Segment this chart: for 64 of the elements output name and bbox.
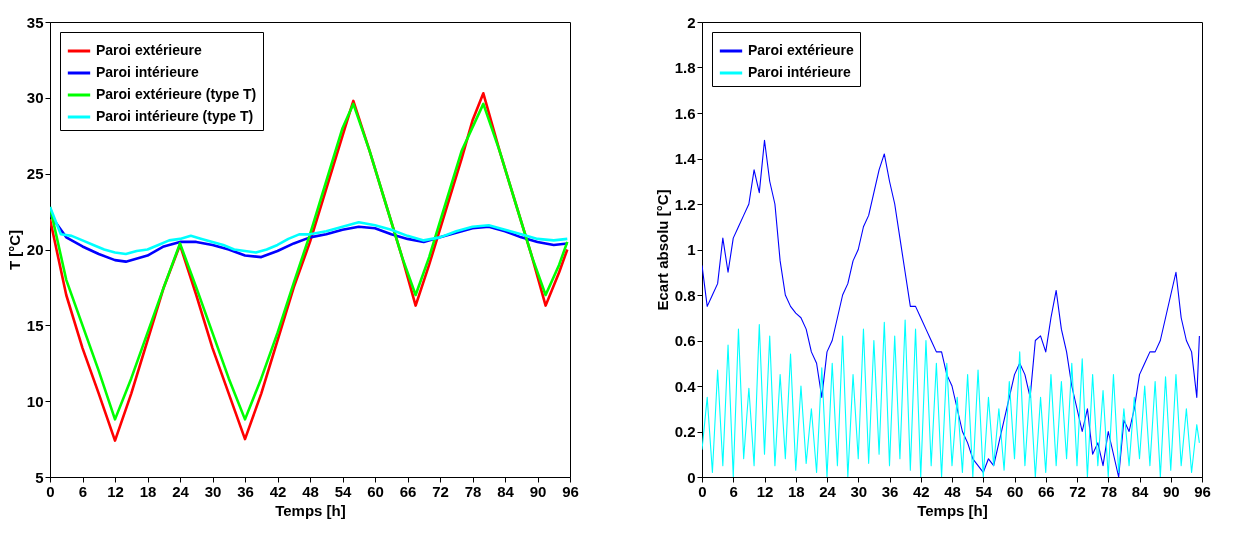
- legend-label: Paroi intérieure (type T): [96, 108, 254, 124]
- legend-label: Paroi extérieure: [96, 42, 203, 58]
- y-tick-label: 30: [26, 89, 44, 107]
- y-tick-label: 5: [35, 468, 44, 486]
- legend-label: Paroi extérieure (type T): [96, 86, 257, 102]
- x-tick-label: 6: [78, 482, 88, 500]
- x-axis-title: Temps [h]: [917, 501, 988, 519]
- x-tick-label: 12: [107, 482, 124, 500]
- x-tick-label: 78: [1100, 482, 1118, 500]
- line-series: [50, 205, 569, 256]
- x-tick-label: 84: [1131, 482, 1149, 500]
- x-tick-label: 48: [944, 482, 961, 500]
- x-tick-label: 96: [1194, 482, 1211, 500]
- x-tick-label: 72: [432, 482, 449, 500]
- x-tick-label: 36: [881, 482, 899, 500]
- legend-label: Paroi extérieure: [748, 42, 855, 58]
- x-tick-label: 78: [464, 482, 482, 500]
- x-tick-label: 18: [139, 482, 157, 500]
- y-tick-label: 25: [26, 165, 44, 183]
- x-tick-label: 54: [334, 482, 352, 500]
- y-tick-label: 0.6: [674, 332, 696, 349]
- x-tick-label: 42: [269, 482, 287, 500]
- x-tick-label: 96: [562, 482, 579, 500]
- x-tick-label: 36: [237, 482, 254, 500]
- x-tick-label: 30: [204, 482, 222, 500]
- x-tick-label: 54: [975, 482, 993, 500]
- x-tick-label: 60: [1006, 482, 1024, 500]
- legend-label: Paroi intérieure: [748, 64, 851, 80]
- x-tick-label: 30: [850, 482, 868, 500]
- y-tick-label: 2: [687, 13, 696, 31]
- y-tick-label: 1: [687, 241, 696, 258]
- y-tick-label: 1.2: [674, 195, 696, 213]
- x-tick-label: 60: [367, 482, 384, 500]
- y-tick-label: 1.8: [674, 59, 696, 76]
- legend-label: Paroi intérieure: [96, 64, 199, 80]
- y-axis-title: T [°C]: [5, 229, 23, 271]
- x-tick-label: 24: [172, 482, 190, 500]
- x-tick-label: 42: [912, 482, 930, 500]
- x-tick-label: 24: [819, 482, 837, 500]
- x-tick-label: 18: [787, 482, 805, 500]
- x-tick-label: 6: [729, 482, 738, 500]
- x-tick-label: 12: [756, 482, 774, 500]
- x-tick-label: 90: [529, 482, 547, 500]
- y-tick-label: 0.8: [674, 286, 696, 304]
- x-tick-label: 84: [497, 482, 515, 500]
- x-tick-label: 0: [46, 482, 55, 500]
- y-axis-title: Ecart absolu [°C]: [653, 189, 671, 311]
- x-axis-title: Temps [h]: [275, 501, 346, 519]
- y-tick-label: 1.4: [674, 150, 697, 167]
- x-tick-label: 66: [1037, 482, 1055, 500]
- y-tick-label: 10: [26, 392, 44, 410]
- y-tick-label: 0.2: [674, 423, 696, 440]
- y-tick-label: 1.6: [674, 104, 696, 122]
- x-tick-label: 48: [302, 482, 319, 500]
- line-series: [702, 139, 1200, 477]
- x-tick-label: 72: [1069, 482, 1086, 500]
- y-tick-label: 20: [26, 241, 44, 258]
- x-tick-label: 66: [399, 482, 417, 500]
- y-tick-label: 35: [26, 13, 44, 31]
- y-tick-label: 15: [26, 316, 44, 334]
- y-tick-label: 0.4: [674, 377, 697, 395]
- line-series: [702, 319, 1200, 477]
- y-tick-label: 0: [687, 468, 696, 486]
- x-tick-label: 90: [1162, 482, 1180, 500]
